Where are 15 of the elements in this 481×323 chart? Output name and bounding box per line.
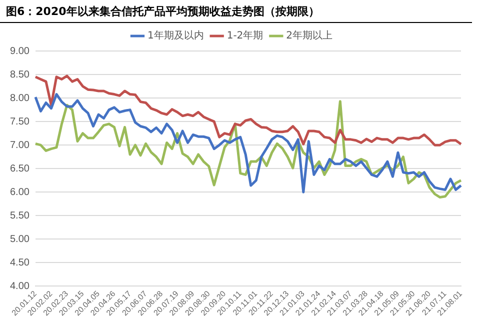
y-tick-label: 8.50: [10, 69, 30, 80]
y-tick-label: 6.00: [10, 186, 30, 198]
chart-title: 图6：2020年以来集合信托产品平均预期收益走势图（按期限）: [0, 0, 472, 23]
y-tick-label: 7.00: [10, 140, 30, 151]
legend-label: 1-2年期: [226, 30, 264, 42]
legend-label: 2年期以上: [286, 30, 333, 42]
y-tick-label: 6.50: [10, 163, 30, 174]
legend-label: 1年期及以内: [147, 30, 204, 42]
y-tick-label: 8.00: [10, 92, 30, 104]
y-tick-label: 5.50: [10, 210, 30, 222]
y-tick-label: 7.50: [10, 116, 30, 128]
y-tick-label: 9.00: [10, 46, 30, 57]
y-tick-label: 4.00: [10, 280, 30, 292]
y-tick-label: 5.00: [10, 234, 30, 245]
y-tick-label: 4.50: [10, 257, 30, 268]
